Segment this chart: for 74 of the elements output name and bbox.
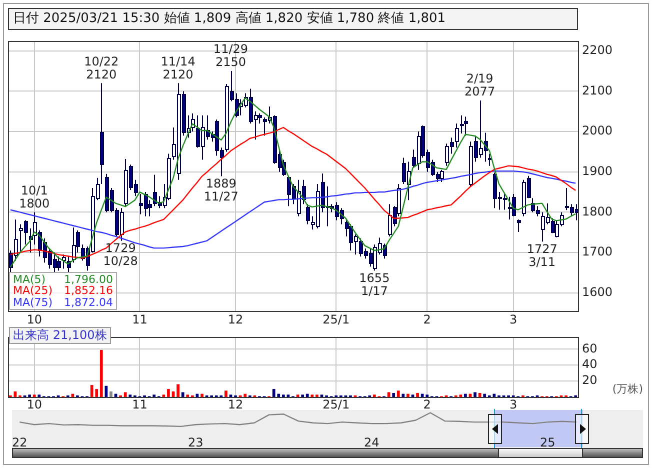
bar: [181, 392, 184, 397]
text: MA(25): [13, 284, 53, 297]
candlestick: [508, 196, 512, 220]
annotation: 2/19 2077: [464, 72, 496, 99]
annotation: 10/22 2120: [84, 54, 119, 82]
x-tick-label: 25: [540, 435, 556, 450]
candlestick: [62, 254, 66, 270]
annotation: 1,796.00: [64, 272, 113, 286]
candlestick: [440, 169, 444, 182]
bar: [100, 350, 103, 397]
x-tick-label: 2: [423, 397, 431, 412]
chart-title: 日付 2025/03/21 15:30 始値 1,809 高値 1,820 安値 1,780 終値 1,801: [8, 8, 578, 30]
y-axis-title: (万株): [612, 382, 643, 396]
chart-title: 出来高 21,100株: [9, 327, 111, 344]
annotation: 10/1 1800: [19, 183, 50, 210]
x-tick-label: 12: [228, 397, 244, 412]
bar: [71, 394, 74, 397]
bar: [464, 394, 467, 397]
x-tick-label: 25/1: [322, 397, 350, 412]
annotation: 1,872.04: [64, 296, 113, 308]
y-tick-label: 40: [582, 357, 598, 372]
annotation: 1655 1/17: [359, 270, 390, 298]
y-tick-label: 2200: [582, 43, 613, 58]
annotation: 1,852.16: [64, 284, 113, 297]
y-tick-label: 60: [582, 341, 598, 356]
candlestick: [57, 256, 61, 272]
candlestick: [464, 116, 468, 136]
bar: [474, 392, 476, 397]
bar: [167, 389, 170, 397]
bar: [387, 392, 390, 397]
bar: [406, 394, 410, 397]
x-tick-label: 2: [423, 312, 431, 326]
annotation: 1729 10/28: [103, 240, 138, 268]
bar: [306, 394, 309, 397]
bar: [176, 384, 180, 397]
bar: [110, 391, 112, 397]
x-tick-label: 24: [364, 435, 380, 450]
candlestick: [258, 112, 262, 124]
x-tick-label: 22: [12, 435, 28, 450]
y-tick-label: 2000: [582, 124, 613, 138]
x-tick-label: 3: [510, 312, 518, 326]
x-tick-label: 10: [26, 397, 42, 412]
x-tick-label: 10: [26, 312, 42, 326]
bar: [124, 392, 127, 397]
x-tick-label: 3: [510, 397, 518, 412]
bar: [392, 393, 396, 397]
y-tick-label: 2100: [582, 83, 613, 98]
annotation: 11/14 2120: [160, 54, 196, 82]
annotation: 1727 3/11: [526, 242, 558, 269]
candlestick: [455, 122, 459, 148]
x-tick-label: 12: [228, 312, 244, 326]
x-tick-label: 11: [132, 397, 148, 412]
annotation: 11/29 2150: [213, 42, 248, 70]
bar: [396, 390, 400, 397]
y-tick-label: 1800: [582, 204, 613, 218]
bar: [244, 394, 247, 397]
text: MA(75): [13, 296, 53, 308]
y-tick-label: 1900: [582, 164, 613, 178]
bar: [402, 394, 405, 397]
y-tick-label: 20: [582, 373, 598, 388]
series-label: MA(5): [13, 272, 46, 286]
bar: [224, 390, 228, 397]
y-tick-label: 1700: [582, 244, 613, 259]
bar: [483, 394, 486, 397]
candlestick: [517, 218, 521, 232]
y-tick-label: 1600: [582, 284, 613, 299]
bar: [416, 393, 419, 397]
bar: [200, 394, 204, 397]
x-tick-label: 11: [132, 312, 148, 326]
x-tick-label: 23: [188, 435, 204, 450]
x-tick-label: 25/1: [322, 312, 350, 326]
annotation: 1889 11/27: [204, 176, 238, 204]
candlestick: [306, 204, 310, 225]
candlestick: [460, 114, 464, 134]
